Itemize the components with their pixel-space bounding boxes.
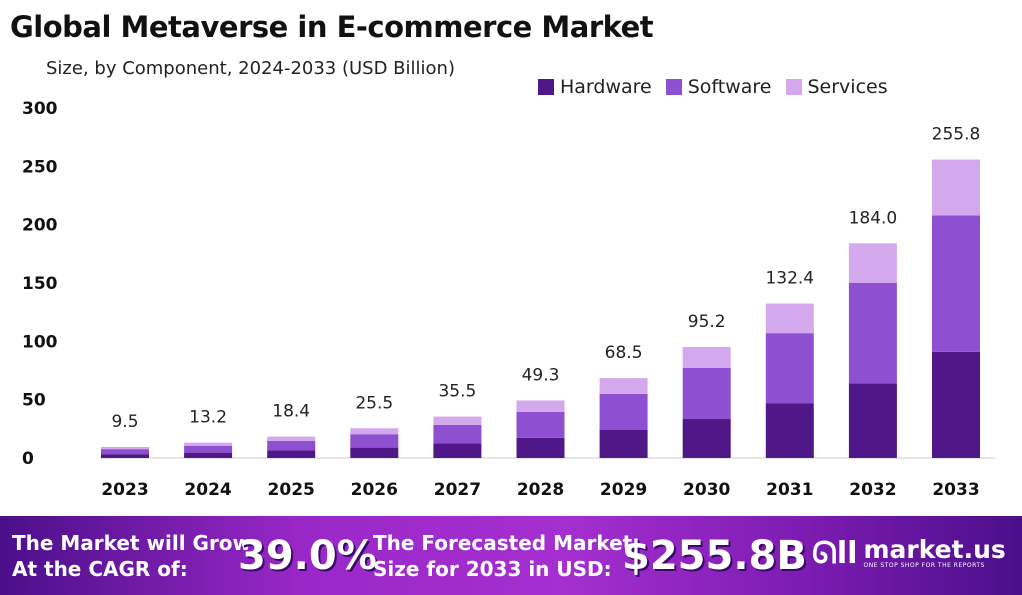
bar-segment-software — [599, 393, 648, 430]
legend-label: Hardware — [560, 76, 652, 98]
bar-segment-hardware — [682, 419, 731, 458]
legend-label: Software — [687, 76, 772, 98]
bar-segment-hardware — [516, 437, 565, 458]
y-tick-label: 150 — [22, 274, 58, 294]
cagr-label-line2: At the CAGR of: — [12, 557, 188, 581]
bar-segment-hardware — [765, 403, 814, 458]
bar-segment-services — [848, 243, 897, 283]
x-tick-label: 2026 — [351, 480, 398, 500]
data-label: 49.3 — [522, 365, 560, 385]
bar-segment-software — [765, 333, 814, 404]
bar-segment-software — [433, 424, 482, 444]
legend: Hardware Software Services — [538, 76, 888, 98]
x-tick-label: 2029 — [600, 480, 647, 500]
forecast-label-line2: Size for 2033 in USD: — [373, 557, 612, 581]
bar-segment-software — [350, 434, 399, 448]
x-tick-label: 2027 — [434, 480, 481, 500]
data-label: 95.2 — [688, 312, 726, 332]
bar-segment-hardware — [350, 447, 399, 458]
bar-segment-software — [848, 283, 897, 384]
bar-segment-hardware — [599, 430, 648, 458]
legend-swatch — [785, 79, 802, 95]
bar-segment-services — [433, 416, 482, 425]
bar-chart: 0 50 100 150 200 250 300 9.5 2023 13.2 2024 18.4 202… — [22, 99, 995, 500]
chart-subtitle: Size, by Component, 2024-2033 (USD Billi… — [46, 58, 455, 79]
bar-segment-hardware — [848, 383, 897, 458]
market-us-logo: ᘏll market.us ONE STOP SHOP FOR THE REPOR… — [812, 535, 1006, 571]
data-label: 68.5 — [605, 343, 643, 363]
y-tick-label: 50 — [22, 391, 46, 411]
legend-label: Services — [807, 76, 888, 98]
bar-segment-services — [267, 436, 316, 441]
bar-segment-hardware — [184, 452, 233, 458]
bar-segment-software — [682, 367, 731, 420]
bar-segment-software — [932, 215, 980, 352]
x-tick-label: 2030 — [683, 480, 730, 500]
legend-swatch — [538, 79, 554, 95]
forecast-label-line1: The Forecasted Market — [373, 531, 633, 555]
logo-icon: ᘏll — [812, 535, 858, 571]
x-tick-label: 2033 — [932, 480, 979, 500]
bar-segment-software — [516, 411, 565, 438]
logo-tagline: ONE STOP SHOP FOR THE REPORTS — [863, 562, 985, 569]
bar-segment-services — [932, 159, 980, 216]
data-label: 9.5 — [111, 412, 138, 432]
data-label: 25.5 — [355, 393, 393, 413]
chart-title: Global Metaverse in E-commerce Market — [10, 10, 654, 44]
data-label: 13.2 — [189, 408, 227, 428]
bar-segment-services — [516, 400, 565, 412]
x-tick-label: 2031 — [766, 480, 813, 500]
logo-text: market.us — [863, 535, 1006, 564]
bar-segment-services — [765, 303, 814, 334]
legend-item-services: Services — [785, 76, 888, 98]
bar-segment-hardware — [101, 454, 149, 458]
cagr-label: The Market will Grow At the CAGR of: — [12, 530, 251, 582]
legend-item-hardware: Hardware — [538, 76, 652, 98]
data-label: 35.5 — [438, 382, 476, 402]
bar-segment-services — [350, 428, 399, 435]
y-tick-label: 100 — [22, 332, 58, 352]
data-label: 132.4 — [765, 269, 814, 289]
bar-segment-hardware — [267, 450, 316, 458]
data-label: 18.4 — [272, 402, 310, 422]
y-tick-label: 250 — [22, 157, 58, 177]
bar-segment-hardware — [932, 351, 980, 458]
x-tick-label: 2023 — [101, 480, 148, 500]
bar-segment-hardware — [433, 443, 482, 458]
bar-segment-services — [599, 378, 648, 394]
x-tick-label: 2025 — [268, 480, 315, 500]
cagr-value: 39.0% — [238, 533, 377, 579]
footer-banner: The Market will Grow At the CAGR of: 39.0… — [0, 516, 1022, 595]
x-tick-label: 2024 — [184, 480, 231, 500]
y-tick-label: 200 — [22, 216, 58, 236]
bar-segment-software — [267, 440, 316, 451]
bar-segment-services — [184, 442, 233, 446]
bar-segment-services — [101, 446, 149, 450]
bar-segment-software — [101, 449, 149, 455]
x-tick-label: 2032 — [849, 480, 896, 500]
forecast-label: The Forecasted Market Size for 2033 in US… — [373, 530, 632, 582]
y-tick-label: 300 — [22, 99, 58, 119]
cagr-label-line1: The Market will Grow — [12, 531, 252, 555]
bar-segment-software — [184, 445, 233, 453]
forecast-value: $255.8B — [622, 533, 807, 579]
y-tick-label: 0 — [22, 449, 34, 469]
x-tick-label: 2028 — [517, 480, 564, 500]
data-label: 255.8 — [932, 125, 981, 145]
legend-swatch — [665, 79, 682, 95]
legend-item-software: Software — [665, 76, 772, 98]
bar-segment-services — [682, 346, 731, 368]
data-label: 184.0 — [849, 208, 898, 228]
